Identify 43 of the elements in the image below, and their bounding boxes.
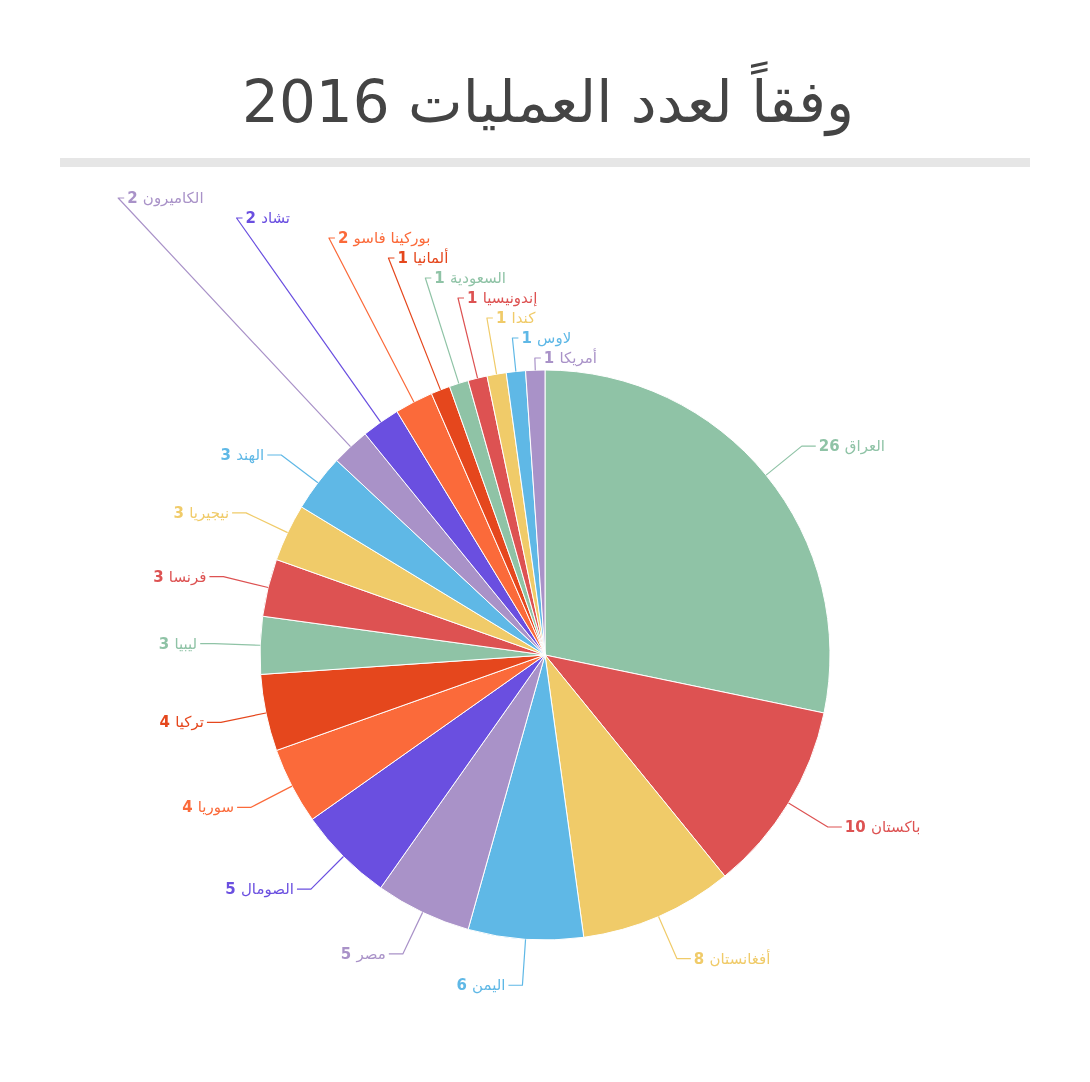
data-label: 2 <box>337 229 354 247</box>
slice-label: اليمن <box>472 976 506 995</box>
slice-label: الكاميرون <box>142 189 204 207</box>
slice-label: سوريا <box>197 798 235 817</box>
data-label: 2 <box>127 189 143 207</box>
slice-label: تشاد <box>261 209 291 227</box>
slice-label: كندا <box>511 309 537 327</box>
data-label: 5 <box>340 944 357 963</box>
data-label: 3 <box>173 503 190 522</box>
slice-label: أمريكا <box>559 348 598 367</box>
data-label: 3 <box>158 634 175 653</box>
data-label: 10 <box>844 817 871 836</box>
data-label: 1 <box>397 249 414 267</box>
slice-label: السعودية <box>450 269 507 287</box>
data-label: 26 <box>818 437 845 456</box>
data-label: 3 <box>153 567 169 586</box>
slice-label: إندونيسيا <box>482 289 538 307</box>
slice-label: نيجيريا <box>189 503 230 522</box>
slice-label: باكستان <box>870 817 921 836</box>
slice-label: تركيا <box>175 713 204 732</box>
slice-label: ليبيا <box>174 634 198 653</box>
slice-label: مصر <box>355 944 386 963</box>
slice-label: العراق <box>844 437 885 456</box>
data-label: 1 <box>434 269 451 287</box>
data-label: 5 <box>225 880 241 899</box>
slice-label: ألمانيا <box>413 248 449 267</box>
slice-label: أفغانستان <box>709 948 771 968</box>
data-label: 6 <box>456 976 473 995</box>
data-label: 4 <box>159 713 176 732</box>
slice-label: لاوس <box>537 329 572 347</box>
slice-label: الهند <box>236 446 265 464</box>
data-label: 8 <box>693 949 710 968</box>
slice-label: الصومال <box>240 880 294 899</box>
data-label: 3 <box>220 446 237 464</box>
data-label: 4 <box>182 798 198 817</box>
slice-label: بوركينا فاسو <box>352 229 431 247</box>
data-label: 2 <box>245 209 262 227</box>
data-label: 1 <box>467 289 483 307</box>
chart-title: وفقاً لعدد العمليات 2016 <box>242 61 854 137</box>
data-label: 1 <box>543 349 560 367</box>
data-label: 1 <box>495 309 512 327</box>
slice-label: فرنسا <box>168 567 207 586</box>
data-label: 1 <box>521 329 538 347</box>
